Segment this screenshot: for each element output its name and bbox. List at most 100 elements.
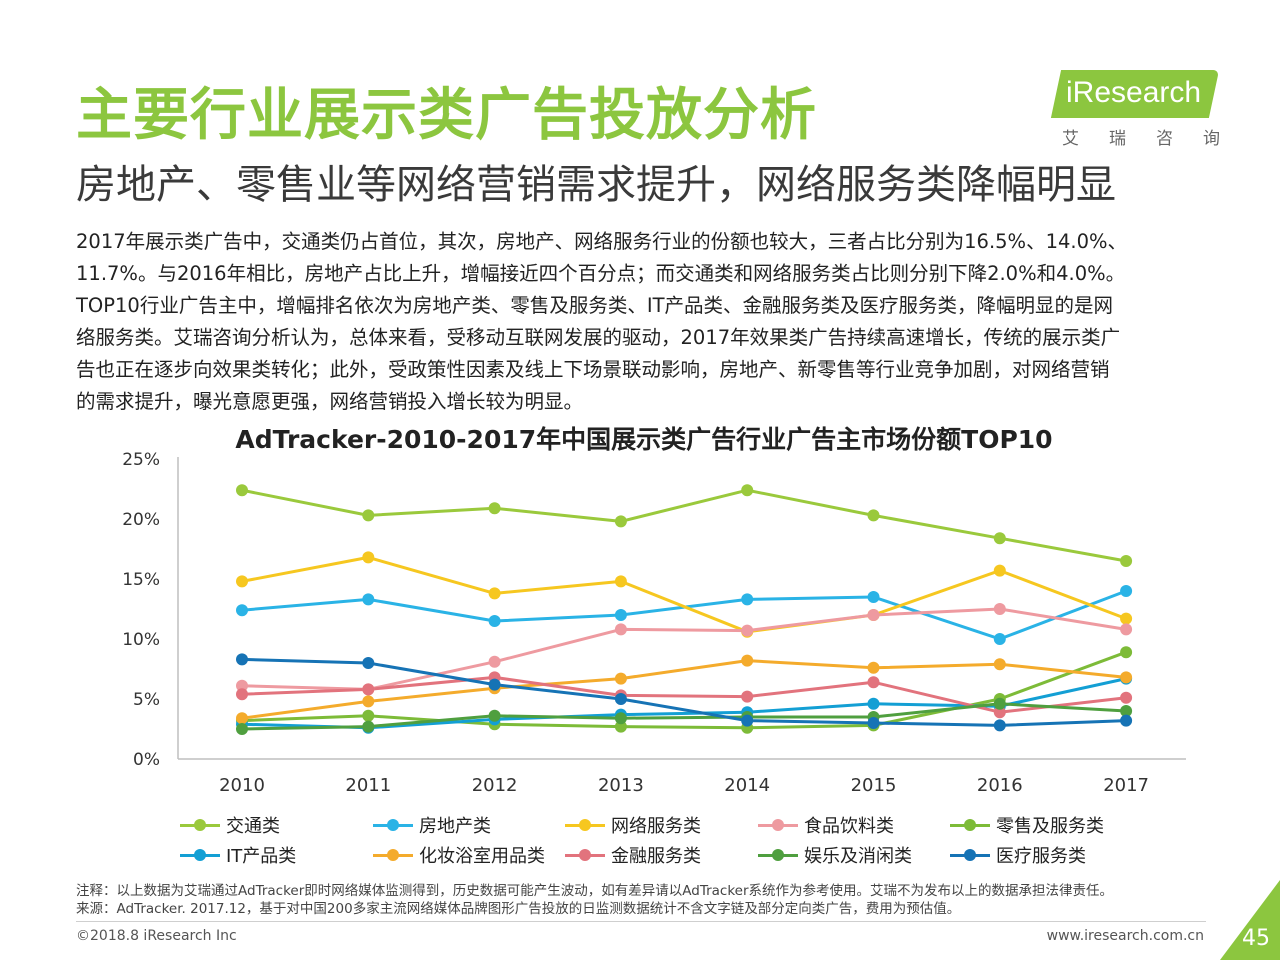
- data-point: [362, 695, 375, 708]
- page-title: 主要行业展示类广告投放分析: [76, 83, 817, 148]
- iresearch-logo: iResearch 艾瑞咨询: [1050, 70, 1220, 150]
- data-point: [993, 564, 1006, 577]
- legend-swatch: [373, 848, 413, 862]
- series-line: [241, 657, 1127, 727]
- data-point: [993, 633, 1006, 645]
- data-point: [1120, 623, 1133, 636]
- data-point: [867, 661, 880, 674]
- legend-swatch: [565, 848, 605, 862]
- data-point: [614, 693, 627, 705]
- y-tick-label: 10%: [122, 630, 160, 650]
- data-point: [993, 603, 1006, 615]
- series-line: [241, 555, 1127, 634]
- data-point: [993, 706, 1006, 719]
- y-tick-label: 15%: [122, 570, 160, 590]
- series-line: [241, 659, 1127, 720]
- data-point: [614, 672, 627, 685]
- summary-paragraph: 2017年展示类广告中，交通类仍占首位，其次，房地产、网络服务行业的份额也较大，…: [76, 226, 1206, 418]
- x-tick-label: 2014: [724, 775, 770, 796]
- legend-item: 娱乐及消闲类: [758, 840, 912, 870]
- series-line: [241, 589, 1127, 641]
- website-url: www.iresearch.com.cn: [1046, 928, 1204, 944]
- legend-label: 食品饮料类: [804, 816, 894, 837]
- x-tick-label: 2015: [851, 775, 897, 796]
- x-tick-label: 2016: [977, 775, 1023, 796]
- data-point: [1120, 612, 1133, 625]
- legend-swatch: [180, 818, 220, 832]
- footer-divider: [76, 921, 1206, 922]
- legend-item: 房地产类: [373, 810, 491, 840]
- data-point: [614, 712, 627, 725]
- data-point: [362, 593, 375, 606]
- series-line: [241, 702, 1127, 731]
- y-tick-label: 20%: [122, 510, 160, 530]
- data-point: [362, 709, 375, 722]
- x-tick-label: 2017: [1103, 775, 1149, 796]
- corner-decoration: [1220, 880, 1280, 960]
- legend-label: 金融服务类: [611, 846, 701, 867]
- y-tick-label: 0%: [133, 750, 160, 770]
- legend-label: 房地产类: [419, 816, 491, 837]
- paragraph-line: 告也正在逐步向效果类转化；此外，受政策性因素及线上下场景联动影响，房地产、新零售…: [76, 358, 1110, 381]
- data-point: [741, 624, 754, 637]
- legend-label: 网络服务类: [611, 816, 701, 837]
- legend-item: 化妆浴室用品类: [373, 840, 545, 870]
- legend-label: 医疗服务类: [996, 846, 1086, 867]
- paragraph-line: TOP10行业广告主中，增幅排名依次为房地产类、零售及服务类、IT产品类、金融服…: [76, 294, 1113, 317]
- data-point: [867, 717, 880, 729]
- data-point: [993, 697, 1006, 710]
- x-tick-label: 2011: [345, 775, 391, 796]
- data-point: [1120, 555, 1133, 567]
- data-point: [488, 678, 501, 691]
- y-tick-label: 5%: [133, 690, 160, 710]
- paragraph-line: 的需求提升，曝光意愿更强，网络营销投入增长较为明显。: [76, 390, 584, 413]
- line-chart: 0% 5% 10% 15% 20% 25% 2010 2011 2012 2013 2014 2015…: [122, 450, 1186, 796]
- data-point: [867, 609, 880, 621]
- data-point: [1120, 646, 1133, 659]
- data-point: [1120, 585, 1133, 597]
- data-point: [867, 697, 880, 710]
- legend-item: 食品饮料类: [758, 810, 894, 840]
- legend-item: 医疗服务类: [950, 840, 1086, 870]
- legend-item: 交通类: [180, 810, 280, 840]
- x-tick-label: 2010: [219, 775, 265, 796]
- data-point: [614, 623, 627, 636]
- data-point: [362, 683, 375, 696]
- data-point: [1120, 705, 1133, 717]
- legend-item: 网络服务类: [565, 810, 701, 840]
- data-point: [741, 593, 754, 606]
- data-point: [993, 532, 1006, 545]
- logo-brand: iResearch: [1066, 76, 1202, 109]
- page-number: 45: [1242, 926, 1270, 951]
- legend-item: IT产品类: [180, 840, 296, 870]
- x-tick-label: 2013: [598, 775, 644, 796]
- page-subtitle: 房地产、零售业等网络营销需求提升，网络服务类降幅明显: [76, 162, 1116, 208]
- chart-notes: 注释：以上数据为艾瑞通过AdTracker即时网络媒体监测得到，历史数据可能产生…: [76, 882, 1113, 918]
- data-point: [488, 655, 501, 668]
- chart-title: AdTracker-2010-2017年中国展示类广告行业广告主市场份额TOP1…: [235, 425, 1053, 454]
- legend-swatch: [565, 818, 605, 832]
- data-point: [488, 502, 501, 515]
- data-point: [741, 654, 754, 667]
- legend-label: IT产品类: [226, 846, 297, 867]
- data-point: [488, 709, 501, 722]
- data-point: [993, 658, 1006, 671]
- legend-swatch: [758, 818, 798, 832]
- note-text: 注释：以上数据为艾瑞通过AdTracker即时网络媒体监测得到，历史数据可能产生…: [76, 883, 1114, 899]
- data-point: [236, 688, 248, 701]
- legend-label: 化妆浴室用品类: [419, 846, 545, 867]
- data-point: [1120, 671, 1133, 684]
- data-point: [614, 720, 627, 733]
- legend-label: 交通类: [226, 816, 280, 837]
- data-point: [236, 712, 248, 725]
- x-tick-label: 2012: [472, 775, 518, 796]
- data-point: [867, 591, 880, 603]
- legend-item: 零售及服务类: [950, 810, 1104, 840]
- data-point: [993, 719, 1006, 732]
- data-point: [362, 509, 375, 522]
- legend-swatch: [950, 848, 990, 862]
- data-point: [614, 515, 627, 528]
- logo-subtext: 艾瑞咨询: [1062, 129, 1250, 149]
- data-point: [236, 575, 248, 588]
- data-point: [488, 587, 501, 600]
